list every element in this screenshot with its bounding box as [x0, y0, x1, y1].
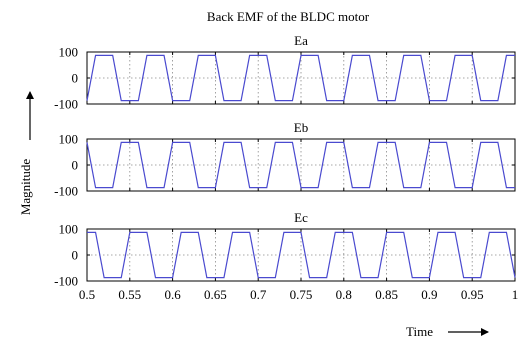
series-line-Ea [86, 54, 515, 102]
subplot-title: Ec [294, 210, 308, 225]
y-axis-label-group: Magnitude [18, 91, 34, 216]
figure-title: Back EMF of the BLDC motor [207, 9, 370, 24]
y-tick-label: 100 [59, 222, 79, 237]
x-tick-label: 0.6 [164, 287, 181, 302]
subplot-1: Eb -100 0 100 [54, 120, 516, 199]
x-tick-label: 0.65 [204, 287, 227, 302]
y-tick-label: 100 [59, 45, 79, 60]
x-tick-label: 0.7 [250, 287, 267, 302]
series-line-Eb [86, 141, 515, 189]
y-tick-label: 100 [59, 132, 79, 147]
x-tick-label: 0.8 [336, 287, 352, 302]
x-tick-label: 0.75 [290, 287, 313, 302]
y-tick-label: 0 [72, 158, 79, 173]
subplots: Ea -100 0 100 Eb -100 0 100 Ec -100 0 100 0.5 0.55 0.6… [54, 33, 518, 302]
subplot-2: Ec -100 0 100 0.5 0.55 0.6 0.65 0.7 0.75 0.8 0.85 0.… [54, 210, 518, 302]
y-tick-label: -100 [54, 184, 78, 199]
y-axis-label: Magnitude [18, 159, 33, 216]
y-tick-label: 0 [72, 71, 79, 86]
y-tick-label: 0 [72, 248, 79, 263]
x-tick-label: 0.9 [421, 287, 437, 302]
x-tick-label: 1 [512, 287, 519, 302]
x-tick-label: 0.85 [375, 287, 398, 302]
subplot-title: Ea [294, 33, 308, 48]
y-tick-label: -100 [54, 97, 78, 112]
subplot-0: Ea -100 0 100 [54, 33, 516, 112]
series-line-Ec [87, 231, 516, 279]
x-tick-label: 0.55 [118, 287, 141, 302]
x-tick-label: 0.95 [461, 287, 484, 302]
x-axis-label: Time [406, 324, 433, 339]
x-tick-label: 0.5 [79, 287, 95, 302]
y-tick-label: -100 [54, 274, 78, 289]
subplot-title: Eb [294, 120, 308, 135]
x-axis-label-group: Time [406, 324, 489, 339]
